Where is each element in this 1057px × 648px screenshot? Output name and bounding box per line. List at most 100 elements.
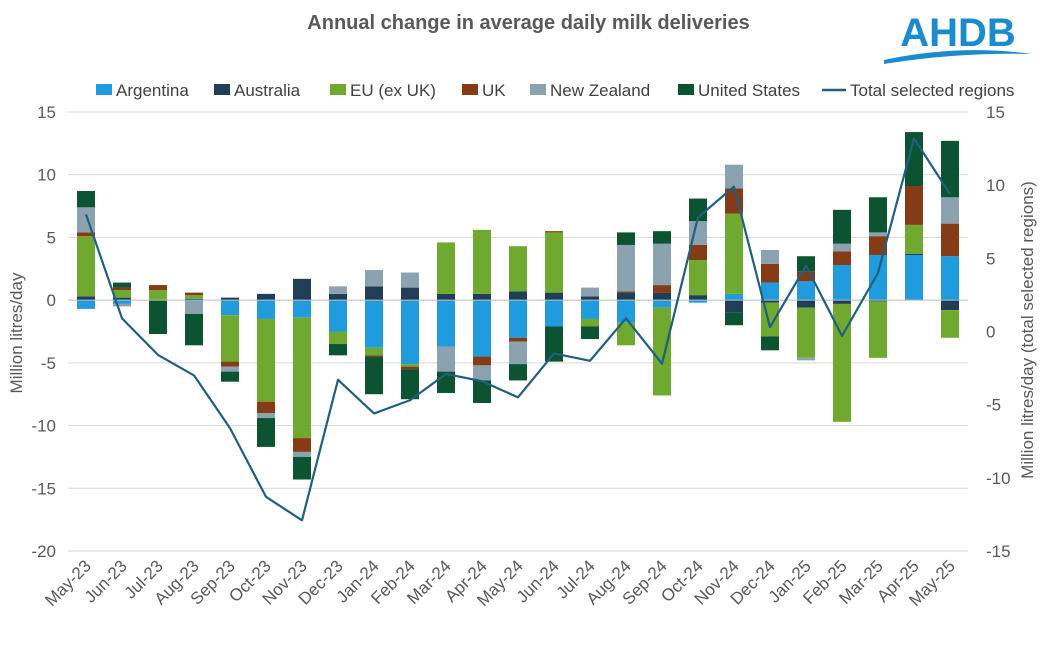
y2-tick-label: 15 xyxy=(986,103,1005,122)
bar-argentina xyxy=(761,282,779,301)
bar-argentina xyxy=(329,300,347,332)
bar-eu-ex-uk- xyxy=(473,229,491,294)
bar-united-states xyxy=(833,209,851,244)
bar-eu-ex-uk- xyxy=(293,317,311,439)
bar-argentina xyxy=(185,300,203,302)
bar-australia xyxy=(77,296,95,301)
bar-new-zealand xyxy=(653,243,671,286)
bar-united-states xyxy=(581,326,599,340)
total-line-layer xyxy=(84,137,951,522)
bar-australia xyxy=(365,286,383,301)
bar-new-zealand xyxy=(437,346,455,372)
bar-uk xyxy=(689,244,707,261)
bar-uk xyxy=(185,292,203,296)
bar-australia xyxy=(113,297,131,301)
bar-eu-ex-uk- xyxy=(725,213,743,294)
bar-argentina xyxy=(833,265,851,301)
bar-argentina xyxy=(545,300,563,327)
bar-eu-ex-uk- xyxy=(581,318,599,327)
y2-tick-label: -5 xyxy=(986,396,1001,415)
bar-australia xyxy=(833,300,851,304)
bar-eu-ex-uk- xyxy=(365,347,383,356)
bar-united-states xyxy=(113,282,131,288)
legend-label: EU (ex UK) xyxy=(350,81,436,100)
bar-uk xyxy=(617,291,635,293)
bar-uk xyxy=(653,285,671,293)
bar-argentina xyxy=(689,300,707,303)
bar-uk xyxy=(293,438,311,452)
bar-united-states xyxy=(725,312,743,326)
bar-australia xyxy=(905,253,923,255)
bar-uk xyxy=(509,337,527,342)
legend: Argentina Australia EU (ex UK) UK New Zealan… xyxy=(96,81,1014,100)
bar-australia xyxy=(761,300,779,303)
bar-australia xyxy=(293,278,311,301)
bar-argentina xyxy=(869,254,887,301)
bar-eu-ex-uk- xyxy=(221,315,239,362)
bar-argentina xyxy=(293,300,311,318)
legend-swatch xyxy=(330,84,346,95)
bar-argentina xyxy=(113,300,131,304)
y2-tick-label: 0 xyxy=(986,323,995,342)
y-tick-label: 5 xyxy=(47,228,56,247)
bar-new-zealand xyxy=(257,413,275,419)
legend-label: Argentina xyxy=(116,81,189,100)
bar-united-states xyxy=(869,197,887,233)
y2-tick-label: 10 xyxy=(986,176,1005,195)
bar-argentina xyxy=(221,300,239,316)
bar-uk xyxy=(833,251,851,266)
bar-united-states xyxy=(401,369,419,400)
y-tick-label: 0 xyxy=(47,291,56,310)
bar-argentina xyxy=(725,293,743,301)
bar-new-zealand xyxy=(221,366,239,372)
bar-argentina xyxy=(941,256,959,301)
bar-eu-ex-uk- xyxy=(149,290,167,301)
y-tick-label: 15 xyxy=(37,103,56,122)
bar-uk xyxy=(545,231,563,233)
bar-new-zealand xyxy=(833,243,851,252)
y-tick-label: 10 xyxy=(37,166,56,185)
bar-new-zealand xyxy=(329,286,347,294)
bar-uk xyxy=(761,263,779,283)
bar-united-states xyxy=(221,371,239,382)
bar-argentina xyxy=(905,254,923,301)
bar-uk xyxy=(257,401,275,414)
bar-eu-ex-uk- xyxy=(185,295,203,299)
bar-united-states xyxy=(797,256,815,272)
legend-label: UK xyxy=(482,81,506,100)
bar-new-zealand xyxy=(113,303,131,307)
bar-uk xyxy=(221,361,239,367)
bar-australia xyxy=(797,300,815,308)
ahdb-logo: AHDB xyxy=(884,11,1032,64)
bar-uk xyxy=(365,355,383,357)
bar-new-zealand xyxy=(509,341,527,365)
bar-australia xyxy=(473,293,491,301)
bar-stacks xyxy=(77,132,959,480)
bar-australia xyxy=(401,287,419,301)
bar-eu-ex-uk- xyxy=(113,290,131,298)
bar-australia xyxy=(329,293,347,301)
bar-new-zealand xyxy=(941,197,959,224)
bar-australia xyxy=(581,296,599,301)
y2-tick-label: -15 xyxy=(986,542,1011,561)
legend-swatch xyxy=(678,84,694,95)
bar-eu-ex-uk- xyxy=(833,303,851,422)
legend-label: United States xyxy=(698,81,800,100)
bar-argentina xyxy=(653,300,671,308)
bar-australia xyxy=(509,291,527,301)
legend-label: Total selected regions xyxy=(850,81,1014,100)
bar-eu-ex-uk- xyxy=(905,224,923,254)
bar-new-zealand xyxy=(185,301,203,314)
y-tick-label: -15 xyxy=(31,479,56,498)
bar-united-states xyxy=(365,356,383,395)
legend-swatch xyxy=(96,84,112,95)
bar-eu-ex-uk- xyxy=(797,307,815,358)
bar-argentina xyxy=(581,300,599,319)
y2-tick-label: -10 xyxy=(986,469,1011,488)
y-tick-label: -5 xyxy=(41,354,56,373)
y2-axis-label: Million litres/day (total selected regio… xyxy=(1018,181,1037,479)
legend-label: New Zealand xyxy=(550,81,650,100)
bar-australia xyxy=(617,292,635,301)
bar-new-zealand xyxy=(365,270,383,287)
bar-australia xyxy=(725,300,743,313)
